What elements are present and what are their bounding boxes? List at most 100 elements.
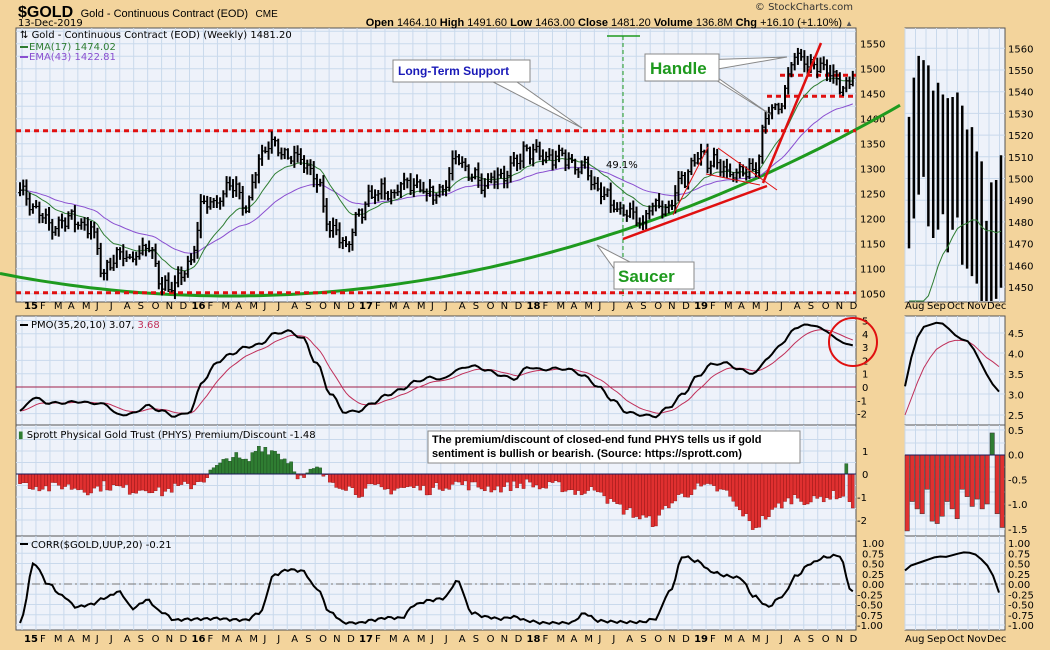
- phys-bar: [347, 473, 352, 487]
- inset-phys-bar: [939, 454, 945, 517]
- phys-bar: [779, 473, 784, 509]
- x-tick-label: S: [138, 634, 144, 645]
- x-tick-label: O: [487, 634, 495, 645]
- phys-bar: [37, 473, 42, 492]
- x-tick-label: A: [124, 301, 131, 312]
- x-tick-label: 17: [359, 634, 373, 645]
- x-tick-label: N: [836, 301, 843, 312]
- bar-chart-icon: ⇅: [20, 30, 32, 41]
- phys-bar: [318, 467, 322, 475]
- long-term-support-box: [392, 59, 531, 83]
- phys-bar: [202, 473, 206, 483]
- phys-bar: [499, 473, 503, 493]
- x-tick-label: F: [375, 634, 381, 645]
- phys-y-tick-label: -1: [857, 493, 867, 504]
- x-tick-label: A: [459, 301, 466, 312]
- phys-bar: [702, 473, 707, 485]
- phys-bar: [444, 473, 448, 489]
- phys-bar: [592, 473, 597, 491]
- phys-bar: [56, 473, 61, 486]
- x-tick-label: S: [640, 301, 646, 312]
- inset-pmo-y-tick-label: 4.0: [1008, 350, 1024, 361]
- x-tick-label: D: [347, 634, 355, 645]
- phys-bar: [163, 473, 168, 492]
- header: $GOLD Gold - Continuous Contract (EOD) C…: [18, 4, 278, 21]
- inset-phys-bar: [974, 454, 980, 500]
- phys-bar: [240, 459, 245, 475]
- x-tick-label: S: [473, 301, 479, 312]
- x-tick-label: O: [654, 301, 662, 312]
- phys-bar: [825, 473, 829, 498]
- pct-retracement-label: 49.1%: [606, 160, 638, 171]
- x-tick-label: M: [752, 634, 761, 645]
- x-tick-label: O: [152, 301, 160, 312]
- inset-x-tick-label: Dec: [987, 634, 1006, 645]
- phys-bar: [512, 473, 516, 482]
- phys-bar: [66, 473, 71, 485]
- inset-x-tick-label: Aug: [905, 301, 925, 312]
- phys-bar: [576, 473, 581, 491]
- phys-bar: [750, 473, 755, 530]
- x-tick-label: S: [305, 634, 311, 645]
- volume-label: Volume: [654, 17, 693, 29]
- x-tick-label: O: [152, 634, 160, 645]
- pmo-y-tick-label: 0: [862, 383, 868, 394]
- x-tick-label: D: [180, 301, 188, 312]
- x-tick-label: S: [808, 634, 814, 645]
- phys-bar: [550, 473, 555, 483]
- x-tick-label: D: [682, 634, 690, 645]
- price-bar: [850, 70, 855, 87]
- phys-bar: [612, 473, 616, 502]
- phys-bar: [357, 473, 361, 498]
- phys-bar: [621, 473, 626, 515]
- x-tick-label: J: [779, 634, 783, 645]
- phys-y-tick-label: 1: [862, 447, 868, 458]
- x-tick-label: M: [221, 301, 230, 312]
- x-tick-label: A: [291, 301, 298, 312]
- inset-price-y-tick-label: 1450: [1008, 283, 1033, 294]
- x-tick-label: A: [626, 634, 633, 645]
- phys-bar: [370, 473, 374, 485]
- inset-phys-y-tick-label: -1.0: [1008, 500, 1028, 511]
- chg-label: Chg: [736, 17, 757, 29]
- phys-bar: [518, 473, 523, 484]
- phys-bar: [315, 466, 319, 475]
- inset-price-y-tick-label: 1490: [1008, 196, 1033, 207]
- phys-bar: [579, 473, 584, 496]
- close-label: Close: [578, 17, 608, 29]
- copyright: © StockCharts.com: [755, 2, 853, 13]
- phys-bar: [683, 473, 687, 498]
- phys-bar: [186, 473, 190, 484]
- x-tick-label: J: [444, 634, 448, 645]
- flag-top-line: [717, 147, 778, 191]
- phys-bar: [95, 473, 100, 487]
- x-tick-label: J: [109, 301, 113, 312]
- inset-phys-bar: [994, 454, 1000, 515]
- x-tick-label: O: [319, 301, 327, 312]
- inset-phys-bar: [944, 454, 950, 502]
- phys-bar: [363, 473, 368, 489]
- high-label: High: [440, 17, 465, 29]
- phys-bar: [408, 473, 413, 487]
- x-tick-label: M: [389, 634, 398, 645]
- phys-bar: [182, 473, 187, 482]
- phys-bar: [144, 473, 148, 492]
- phys-bar: [418, 473, 423, 491]
- price-y-tick-label: 1150: [860, 240, 885, 251]
- phys-bar: [221, 459, 226, 475]
- phys-bar: [421, 473, 426, 486]
- inset-x-tick-label: Sep: [927, 301, 946, 312]
- pmo-highlight-circle: [828, 317, 878, 367]
- price-y-tick-label: 1300: [860, 165, 885, 176]
- corr-legend: CORR($GOLD,UUP,20) -0.21: [31, 540, 172, 551]
- inset-phys-bar: [919, 454, 925, 515]
- phys-bar: [828, 473, 832, 500]
- phys-bar: [641, 473, 645, 516]
- x-tick-label: J: [262, 634, 266, 645]
- phys-bar: [689, 473, 694, 495]
- inset-x-tick-label: Aug: [905, 634, 925, 645]
- x-tick-label: J: [597, 301, 601, 312]
- phys-bar: [205, 473, 210, 478]
- phys-bar: [505, 473, 510, 483]
- phys-bar: [818, 473, 823, 497]
